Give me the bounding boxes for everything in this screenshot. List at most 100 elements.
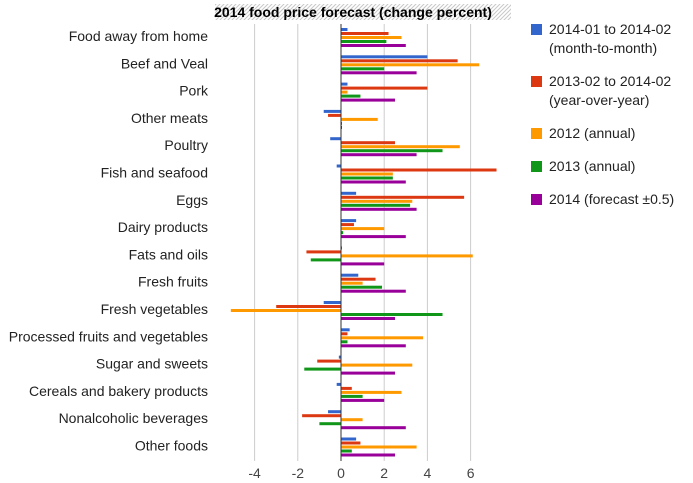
bar-2-16 [341,441,361,445]
legend-label: (month-to-month) [549,40,657,56]
bar-3-8 [341,227,385,231]
legend-label: 2014 (forecast ±0.5) [549,191,674,207]
bar-4-8 [341,231,344,235]
bar-1-6 [336,164,341,168]
bar-5-5 [341,153,417,157]
bar-3-3 [341,90,348,94]
category-label: Food away from home [69,28,208,44]
bar-1-13 [338,355,341,359]
category-label: Fish and seafood [101,165,208,181]
bar-5-13 [341,371,395,375]
bar-4-1 [341,40,387,43]
bar-5-7 [341,207,417,211]
bar-5-12 [341,344,406,348]
bar-4-7 [341,203,411,207]
bar-5-14 [341,398,385,402]
bar-3-9 [341,254,473,258]
category-label: Fats and oils [129,246,208,262]
title-hatch-band [215,4,511,20]
bar-2-13 [317,359,341,363]
legend-swatch-3 [531,128,542,139]
x-tick-label: -4 [248,465,261,481]
bar-1-4 [323,109,341,113]
bar-3-5 [341,145,460,149]
bar-4-11 [341,313,443,316]
bar-2-3 [341,86,428,90]
bar-5-6 [341,180,406,184]
bar-2-6 [341,168,497,172]
category-label: Poultry [164,137,208,153]
x-tick-label: 0 [337,465,345,481]
category-label: Cereals and bakery products [29,383,208,399]
category-label: Eggs [176,192,208,208]
gridlines [254,24,472,461]
legend: 2014-01 to 2014-02 (month-to-month) 2013-0… [531,21,674,207]
legend-label: (year-over-year) [549,92,649,108]
bar-3-2 [341,63,480,67]
bar-1-10 [341,273,359,277]
category-label: Sugar and sweets [96,356,208,372]
legend-label: 2012 (annual) [549,125,635,141]
bar-2-10 [341,277,376,281]
bar-4-10 [341,285,383,289]
x-tick-label: 6 [467,465,475,481]
bar-2-5 [341,141,395,145]
bar-1-5 [330,137,341,141]
x-tick-label: -2 [292,465,305,481]
bar-2-14 [341,386,352,390]
legend-swatch-4 [531,161,542,172]
bar-5-15 [341,426,406,430]
bar-2-11 [276,305,341,308]
legend-label: 2013 (annual) [549,158,635,174]
bar-5-1 [341,44,406,47]
bar-5-16 [341,453,395,457]
category-label: Beef and Veal [121,55,208,71]
category-label: Pork [179,83,209,99]
bar-2-15 [302,414,341,418]
bar-4-12 [341,340,348,344]
legend-label: 2013-02 to 2014-02 [549,73,671,89]
bar-3-7 [341,199,413,203]
bar-4-2 [341,67,385,71]
bar-5-2 [341,71,417,75]
bar-1-2 [341,55,428,59]
bar-3-12 [341,336,424,340]
bar-1-7 [341,191,357,195]
category-label: Nonalcoholic beverages [59,410,208,426]
bar-3-4 [341,117,378,121]
bar-2-1 [341,32,389,35]
bar-3-16 [341,445,417,449]
category-label: Dairy products [118,219,208,235]
category-label: Other foods [135,438,208,454]
bar-4-16 [341,449,352,453]
legend-swatch-1 [531,24,542,35]
bar-1-14 [336,382,341,386]
bar-3-15 [341,418,363,422]
x-tick-label: 2 [380,465,388,481]
bar-1-12 [341,328,350,332]
bar-1-15 [328,410,341,414]
bar-5-9 [341,262,385,266]
bar-2-12 [341,332,348,336]
legend-swatch-5 [531,194,542,205]
bar-1-8 [341,219,357,223]
bar-5-11 [341,317,395,320]
bar-4-14 [341,394,363,398]
bar-3-14 [341,390,402,394]
bar-3-11 [230,309,341,312]
bar-4-9 [310,258,341,262]
legend-label: 2014-01 to 2014-02 [549,21,671,37]
category-label: Processed fruits and vegetables [9,328,208,344]
bar-2-9 [306,250,341,254]
bar-2-7 [341,195,465,199]
bar-2-8 [341,223,354,227]
bar-2-4 [328,113,341,117]
bar-3-1 [341,36,402,39]
bar-5-10 [341,289,406,293]
category-label: Other meats [131,110,208,126]
bar-4-6 [341,176,393,180]
bar-3-13 [341,363,413,367]
bar-1-3 [341,82,348,86]
x-tick-labels: -4 -2 0 2 4 6 [248,465,474,481]
